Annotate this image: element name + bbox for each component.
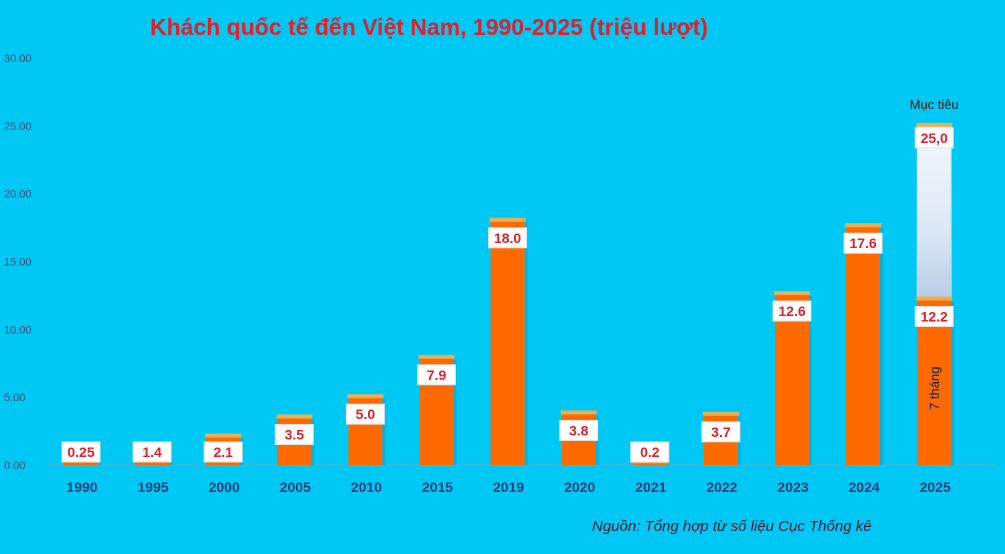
y-tick-label: 15.00	[4, 257, 32, 269]
value-label-box	[345, 403, 385, 425]
target-bar-cap	[916, 122, 953, 127]
value-label-box	[914, 305, 954, 327]
value-label: 5.0	[356, 406, 376, 422]
value-label-box	[203, 441, 243, 463]
bar-2025	[917, 299, 952, 465]
value-label: 12.2	[921, 308, 948, 324]
value-label-box	[61, 441, 101, 463]
value-label: 12.6	[778, 303, 805, 319]
value-label-box	[772, 300, 812, 322]
value-label: 3.5	[285, 427, 305, 443]
x-tick-label: 1990	[66, 479, 97, 495]
value-label: 7.9	[427, 367, 447, 383]
y-tick-label: 10.00	[4, 324, 32, 336]
x-tick-label: 1995	[138, 479, 169, 495]
x-tick-label: 2024	[849, 479, 880, 495]
value-label-box	[843, 232, 883, 254]
x-tick-label: 2023	[777, 479, 808, 495]
chart-labels: 0.25 1990 1.4 1995 2.1 2000 3.5 2005 5.0 2010 7.9 2…	[61, 97, 959, 495]
chart-bars	[63, 122, 955, 465]
value-label-box	[417, 364, 456, 386]
value-label-box	[559, 419, 599, 441]
value-label-box	[630, 441, 670, 463]
y-tick-label: 30.00	[4, 53, 32, 65]
x-tick-label: 2005	[280, 479, 311, 495]
target-caption: Mục tiêu	[910, 97, 959, 112]
value-label: 0.25	[67, 444, 94, 460]
bar-cap	[347, 394, 384, 399]
chart-title: Khách quốc tế đến Việt Nam, 1990-2025 (t…	[150, 14, 708, 40]
x-tick-label: 2020	[564, 479, 595, 495]
x-tick-label: 2021	[635, 479, 666, 495]
y-tick-label: 0.00	[4, 460, 25, 472]
y-tick-label: 20.00	[4, 189, 32, 201]
value-label-box	[132, 441, 172, 463]
x-tick-label: 2010	[351, 479, 382, 495]
bar-2021	[632, 462, 667, 465]
x-tick-label: 2000	[209, 479, 240, 495]
bar-cap	[276, 414, 313, 419]
x-tick-label: 2022	[706, 479, 737, 495]
bar-cap	[774, 291, 810, 296]
value-label: 18.0	[494, 230, 521, 246]
value-label: 3.8	[569, 422, 589, 438]
bar-cap	[489, 217, 526, 222]
value-label-box	[274, 424, 314, 446]
target-value-label: 25,0	[921, 130, 948, 146]
target-bar	[916, 125, 952, 300]
value-label-box	[701, 421, 741, 443]
value-label: 2.1	[213, 444, 233, 460]
bar-2023	[775, 294, 809, 465]
x-tick-label: 2025	[920, 479, 951, 495]
value-label: 17.6	[849, 235, 876, 251]
value-label: 1.4	[142, 444, 162, 460]
source-note: Nguồn: Tổng hợp từ số liệu Cục Thống kê	[592, 518, 872, 535]
bar-cap	[418, 354, 455, 359]
bar-cap	[702, 411, 739, 416]
value-label-box	[488, 227, 528, 249]
bar-cap	[916, 296, 953, 301]
bar-2024	[846, 226, 881, 465]
bar-cap	[560, 410, 597, 415]
target-label-box	[914, 127, 954, 149]
x-tick-label: 2015	[422, 479, 453, 495]
y-tick-label: 5.00	[4, 392, 25, 404]
bar-cap	[845, 223, 882, 228]
period-annotation: 7 tháng	[927, 367, 942, 410]
value-label: 0.2	[640, 444, 660, 460]
bar-cap	[205, 433, 242, 438]
bar-2019	[490, 220, 525, 465]
chart-axes: 0.00 5.00 10.00 15.00 20.00 25.00 30.00	[4, 53, 995, 472]
y-tick-label: 25.00	[4, 121, 32, 133]
x-tick-label: 2019	[493, 479, 524, 495]
value-label: 3.7	[711, 424, 731, 440]
bar-1990	[64, 461, 98, 465]
